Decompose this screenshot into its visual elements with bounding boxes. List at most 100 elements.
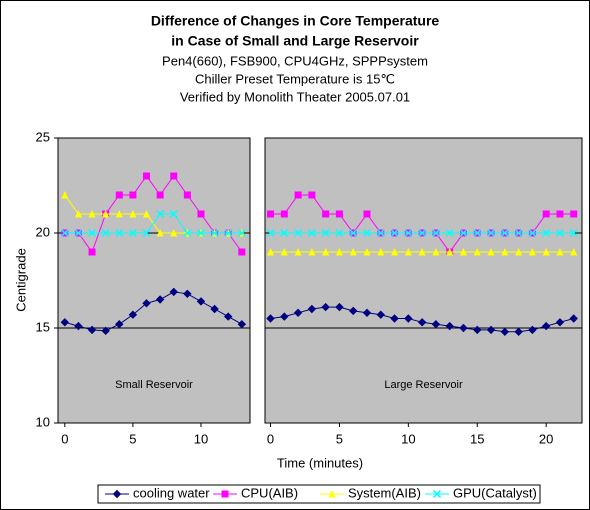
marker xyxy=(280,312,289,321)
x-axis-label: Time (minutes) xyxy=(277,455,363,470)
marker xyxy=(88,210,96,218)
marker xyxy=(129,191,137,199)
marker xyxy=(404,314,413,323)
marker xyxy=(307,304,317,314)
x-tick-label: 0 xyxy=(61,431,68,446)
marker xyxy=(321,228,330,238)
marker xyxy=(266,228,275,238)
legend-label: CPU(AIB) xyxy=(241,485,298,500)
marker xyxy=(362,308,372,318)
marker xyxy=(128,310,138,319)
marker xyxy=(377,248,385,256)
marker xyxy=(74,210,82,218)
marker xyxy=(196,228,206,238)
marker xyxy=(115,319,124,329)
x-tick-label: 15 xyxy=(470,431,484,446)
marker xyxy=(542,228,551,238)
marker xyxy=(363,210,371,218)
marker xyxy=(528,228,537,238)
marker xyxy=(183,228,192,238)
marker xyxy=(570,210,578,218)
x-tick-label: 5 xyxy=(129,431,136,446)
marker xyxy=(237,228,246,238)
marker xyxy=(224,312,233,321)
marker xyxy=(473,228,482,238)
marker xyxy=(500,228,509,238)
marker xyxy=(335,302,344,312)
marker xyxy=(528,248,536,256)
marker xyxy=(528,325,537,335)
marker xyxy=(418,248,426,256)
marker xyxy=(321,302,330,312)
chart-subtitle: Chiller Preset Temperature is 15℃ xyxy=(195,71,395,86)
x-tick-label: 5 xyxy=(336,431,343,446)
marker xyxy=(569,314,578,323)
marker xyxy=(515,248,523,256)
marker xyxy=(128,228,137,238)
marker xyxy=(376,228,385,238)
marker xyxy=(266,314,275,323)
marker xyxy=(143,172,151,180)
marker xyxy=(115,228,124,238)
marker xyxy=(487,248,495,256)
marker xyxy=(363,248,371,256)
chart-title: Difference of Changes in Core Temperatur… xyxy=(151,13,440,29)
legend-marker xyxy=(432,489,442,499)
x-tick-label: 10 xyxy=(401,431,415,446)
marker xyxy=(224,228,233,238)
marker xyxy=(487,228,496,238)
marker xyxy=(156,191,164,199)
marker xyxy=(142,299,151,308)
marker xyxy=(170,172,178,180)
marker xyxy=(542,248,550,256)
marker xyxy=(196,297,206,306)
marker xyxy=(294,248,302,256)
y-tick-label: 15 xyxy=(36,319,50,334)
marker xyxy=(417,318,427,327)
marker xyxy=(267,248,275,256)
legend-marker xyxy=(221,490,229,498)
marker xyxy=(569,228,578,238)
marker xyxy=(322,210,330,218)
marker xyxy=(156,229,164,237)
marker xyxy=(115,210,123,218)
marker xyxy=(88,248,96,256)
marker xyxy=(102,210,110,218)
marker xyxy=(404,228,413,238)
marker xyxy=(446,248,454,256)
y-axis-label: Centigrade xyxy=(13,248,28,312)
marker xyxy=(514,228,523,238)
marker xyxy=(61,191,69,199)
marker xyxy=(183,289,192,299)
marker xyxy=(294,191,302,199)
marker xyxy=(101,228,110,238)
marker xyxy=(308,191,316,199)
marker xyxy=(210,228,219,238)
annotation: Small Reservoir xyxy=(115,379,193,391)
marker xyxy=(142,228,151,238)
marker xyxy=(307,228,316,238)
annotation: Large Reservoir xyxy=(384,379,463,391)
marker xyxy=(60,228,69,238)
chart-subtitle: Verified by Monolith Theater 2005.07.01 xyxy=(180,89,410,104)
marker xyxy=(238,248,246,256)
marker xyxy=(197,210,205,218)
marker xyxy=(74,228,83,238)
x-tick-label: 0 xyxy=(267,431,274,446)
marker xyxy=(294,228,303,238)
marker xyxy=(183,191,191,199)
marker xyxy=(404,248,412,256)
marker xyxy=(501,248,509,256)
marker xyxy=(322,248,330,256)
legend-label: GPU(Catalyst) xyxy=(453,485,537,500)
marker xyxy=(570,248,578,256)
marker xyxy=(459,323,468,333)
marker xyxy=(473,248,481,256)
marker xyxy=(143,210,151,218)
marker xyxy=(418,228,427,238)
chart-subtitle: Pen4(660), FSB900, CPU4GHz, SPPPsystem xyxy=(162,53,428,68)
legend-marker xyxy=(112,489,122,499)
marker xyxy=(280,210,288,218)
y-tick-label: 10 xyxy=(36,414,50,429)
